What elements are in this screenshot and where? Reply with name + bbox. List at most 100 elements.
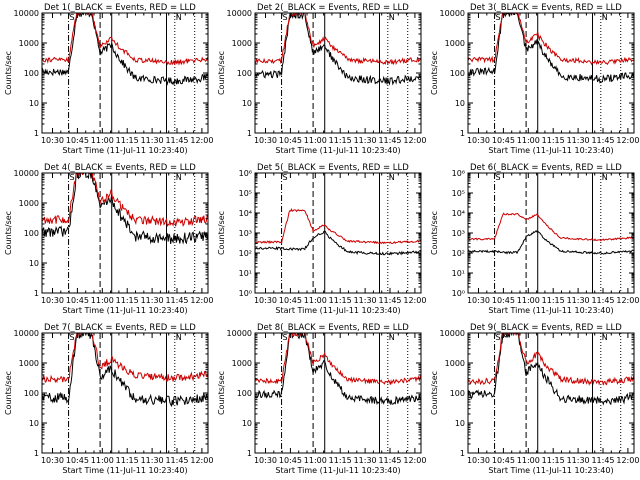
y-tick-label: 10: [242, 99, 252, 108]
y-tick-label: 10: [455, 99, 465, 108]
y-tick-label: 10²: [239, 249, 252, 258]
x-tick-label: 11:00: [517, 136, 540, 145]
y-tick-label: 100: [450, 389, 465, 398]
x-tick-label: 10:45: [279, 136, 302, 145]
marker-label-s: S: [496, 13, 501, 22]
plot-frame: [254, 172, 422, 294]
y-tick-label: 1000: [445, 359, 465, 368]
y-axis-label: Counts/sec: [217, 211, 226, 255]
y-tick-label: 10⁵: [452, 189, 465, 198]
y-tick-label: 1000: [232, 359, 252, 368]
x-tick-label: 10:30: [254, 296, 277, 305]
marker-label-s: S: [283, 13, 288, 22]
y-tick-label: 10: [29, 419, 39, 428]
detector-panel-4: Det 4(_BLACK = Events, RED = LLD S N 1 10 100…: [0, 160, 213, 320]
series-events-line: [255, 333, 421, 406]
x-tick-label: 11:00: [304, 136, 327, 145]
x-tick-label: 11:45: [378, 456, 401, 465]
panel-title: Det 9(_BLACK = Events, RED = LLD: [470, 323, 622, 333]
plot-frame: [41, 172, 209, 294]
y-tick-label: 100: [24, 229, 39, 238]
panel-title: Det 3(_BLACK = Events, RED = LLD: [470, 3, 622, 13]
y-tick-label: 10¹: [239, 269, 252, 278]
x-tick-label: 11:30: [141, 456, 164, 465]
x-tick-label: 10:30: [41, 296, 64, 305]
y-tick-label: 10³: [239, 229, 252, 238]
detector-panel-2: Det 2(_BLACK = Events, RED = LLD S N 1 10 100…: [213, 0, 426, 160]
y-tick-label: 10: [29, 259, 39, 268]
x-tick-label: 11:45: [591, 296, 614, 305]
y-tick-label: 1000: [19, 39, 39, 48]
marker-label-s: S: [70, 333, 75, 342]
x-tick-label: 11:45: [165, 136, 188, 145]
x-tick-label: 11:30: [567, 136, 590, 145]
y-tick-label: 10⁶: [452, 169, 465, 178]
x-tick-label: 11:00: [517, 456, 540, 465]
x-tick-label: 10:45: [492, 296, 515, 305]
series-lld-line: [468, 13, 634, 66]
plot-frame: [467, 332, 635, 454]
marker-label-s: S: [283, 173, 288, 182]
marker-label-n: N: [389, 333, 395, 342]
x-tick-label: 12:00: [616, 456, 639, 465]
x-tick-label: 12:00: [403, 296, 426, 305]
y-tick-label: 10¹: [452, 269, 465, 278]
x-tick-label: 11:45: [591, 456, 614, 465]
x-tick-label: 11:15: [542, 136, 565, 145]
x-tick-label: 11:00: [91, 456, 114, 465]
series-events-line: [255, 230, 421, 256]
plot-frame: [254, 332, 422, 454]
y-tick-label: 10⁰: [452, 289, 465, 298]
x-tick-label: 12:00: [403, 136, 426, 145]
y-tick-label: 10⁴: [452, 209, 465, 218]
x-tick-label: 10:30: [467, 136, 490, 145]
y-tick-label: 1000: [445, 39, 465, 48]
x-tick-label: 11:45: [165, 456, 188, 465]
x-tick-label: 11:15: [116, 296, 139, 305]
detector-panel-5: Det 5(_BLACK = Events, RED = LLD S N 10⁰ 10¹…: [213, 160, 426, 320]
marker-label-n: N: [389, 173, 395, 182]
x-axis-label: Start Time (11-Jul-11 10:23:40): [62, 306, 187, 315]
x-tick-label: 12:00: [190, 136, 213, 145]
x-tick-label: 11:45: [378, 136, 401, 145]
x-tick-label: 11:30: [141, 296, 164, 305]
series-events-line: [42, 333, 208, 408]
x-tick-label: 10:45: [66, 456, 89, 465]
x-tick-label: 12:00: [190, 456, 213, 465]
marker-label-n: N: [602, 173, 608, 182]
y-tick-label: 10000: [14, 329, 39, 338]
y-tick-label: 10: [242, 419, 252, 428]
x-tick-label: 10:45: [66, 296, 89, 305]
panel-title: Det 8(_BLACK = Events, RED = LLD: [257, 323, 409, 333]
x-tick-label: 10:30: [467, 296, 490, 305]
y-tick-label: 10: [29, 99, 39, 108]
marker-label-n: N: [602, 333, 608, 342]
y-axis-label: Counts/sec: [217, 371, 226, 415]
detector-panel-1: Det 1(_BLACK = Events, RED = LLD S N 1 10 100…: [0, 0, 213, 160]
y-tick-label: 10000: [227, 9, 252, 18]
y-axis-label: Counts/sec: [430, 51, 439, 95]
series-lld-line: [468, 333, 634, 386]
x-tick-label: 11:00: [91, 136, 114, 145]
y-tick-label: 1000: [19, 359, 39, 368]
x-tick-label: 10:45: [279, 296, 302, 305]
y-tick-label: 10⁰: [239, 289, 252, 298]
series-lld-line: [468, 212, 634, 242]
plot-frame: [41, 332, 209, 454]
detector-panel-6: Det 6(_BLACK = Events, RED = LLD S N 10⁰ 10¹…: [426, 160, 639, 320]
plot-frame: [467, 172, 635, 294]
x-axis-label: Start Time (11-Jul-11 10:23:40): [62, 146, 187, 155]
marker-label-n: N: [176, 173, 182, 182]
x-tick-label: 11:00: [91, 296, 114, 305]
series-lld-line: [42, 173, 208, 228]
marker-label-s: S: [496, 333, 501, 342]
x-tick-label: 11:00: [304, 456, 327, 465]
x-tick-label: 11:15: [542, 296, 565, 305]
y-axis-label: Counts/sec: [4, 51, 13, 95]
detector-panel-7: Det 7(_BLACK = Events, RED = LLD S N 1 10 100…: [0, 320, 213, 480]
x-tick-label: 10:45: [279, 456, 302, 465]
x-tick-label: 12:00: [403, 456, 426, 465]
